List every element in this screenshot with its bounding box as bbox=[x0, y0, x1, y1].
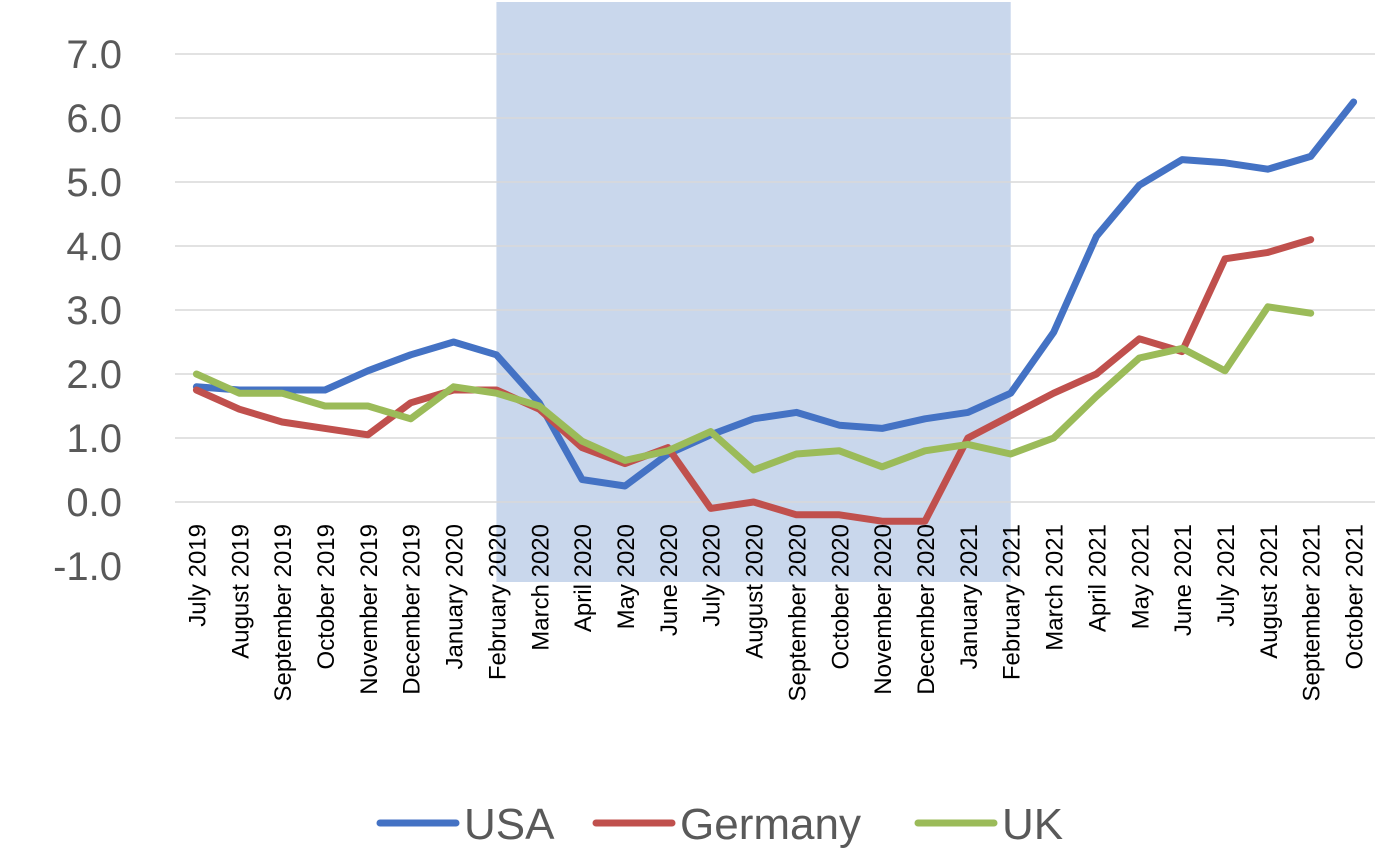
x-tick-label: December 2020 bbox=[913, 524, 940, 695]
legend: USA Germany UK bbox=[376, 800, 1063, 849]
x-axis-ticks: July 2019 August 2019 September 2019 Octobe… bbox=[184, 524, 1368, 701]
x-tick-label: July 2020 bbox=[699, 524, 726, 627]
x-tick-label: August 2021 bbox=[1256, 524, 1283, 659]
series-line-uk bbox=[192, 303, 1315, 474]
x-tick-label: July 2021 bbox=[1213, 524, 1240, 627]
shaded-period bbox=[496, 2, 1011, 582]
x-tick-label: May 2021 bbox=[1127, 524, 1154, 629]
x-tick-label: October 2019 bbox=[313, 524, 340, 669]
y-tick-label: 3.0 bbox=[66, 289, 122, 333]
legend-label-usa: USA bbox=[464, 800, 555, 849]
x-tick-label: April 2021 bbox=[1084, 524, 1111, 632]
legend-label-germany: Germany bbox=[680, 800, 861, 849]
series-line-usa bbox=[192, 98, 1358, 490]
y-axis-ticks: 7.0 6.0 5.0 4.0 3.0 2.0 1.0 0.0 -1.0 bbox=[53, 33, 122, 589]
x-tick-label: September 2019 bbox=[270, 524, 297, 701]
x-tick-label: October 2020 bbox=[827, 524, 854, 669]
series-lines bbox=[192, 98, 1358, 525]
x-tick-label: December 2019 bbox=[399, 524, 426, 695]
series-line-germany bbox=[192, 236, 1315, 525]
x-tick-label: February 2020 bbox=[484, 524, 511, 680]
y-tick-label: 1.0 bbox=[66, 417, 122, 461]
x-tick-label: February 2021 bbox=[999, 524, 1026, 680]
y-tick-label: -1.0 bbox=[53, 545, 122, 589]
x-tick-label: June 2020 bbox=[656, 524, 683, 636]
x-tick-label: January 2021 bbox=[956, 524, 983, 669]
y-tick-label: 6.0 bbox=[66, 97, 122, 141]
y-tick-label: 0.0 bbox=[66, 481, 122, 525]
x-tick-label: September 2021 bbox=[1299, 524, 1326, 701]
x-tick-label: September 2020 bbox=[784, 524, 811, 701]
x-tick-label: March 2020 bbox=[527, 524, 554, 651]
x-tick-label: July 2019 bbox=[184, 524, 211, 627]
legend-label-uk: UK bbox=[1002, 800, 1063, 849]
y-tick-label: 2.0 bbox=[66, 353, 122, 397]
x-tick-label: August 2019 bbox=[227, 524, 254, 659]
x-tick-label: January 2020 bbox=[442, 524, 469, 669]
y-tick-label: 7.0 bbox=[66, 33, 122, 77]
shaded-region bbox=[496, 2, 1011, 582]
y-tick-label: 5.0 bbox=[66, 161, 122, 205]
gridlines bbox=[175, 53, 1375, 503]
x-tick-label: October 2021 bbox=[1342, 524, 1369, 669]
x-tick-label: May 2020 bbox=[613, 524, 640, 629]
y-tick-label: 4.0 bbox=[66, 225, 122, 269]
x-tick-label: November 2020 bbox=[870, 524, 897, 695]
x-tick-label: March 2021 bbox=[1042, 524, 1069, 651]
x-tick-label: June 2021 bbox=[1170, 524, 1197, 636]
x-tick-label: November 2019 bbox=[356, 524, 383, 695]
x-tick-label: April 2020 bbox=[570, 524, 597, 632]
x-tick-label: August 2020 bbox=[742, 524, 769, 659]
